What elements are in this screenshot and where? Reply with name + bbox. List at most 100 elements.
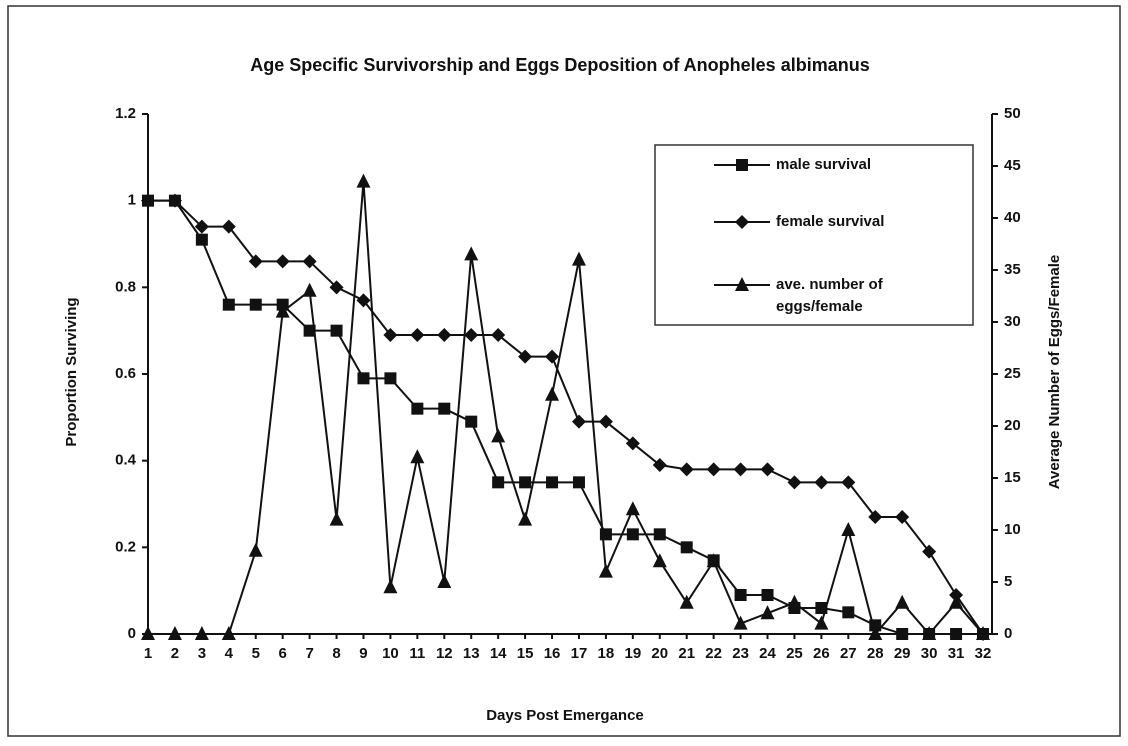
marker bbox=[760, 462, 775, 477]
x-tick-label: 31 bbox=[948, 645, 965, 662]
marker bbox=[706, 462, 721, 477]
y-tick-label: 0.8 bbox=[115, 278, 136, 295]
x-tick-label: 10 bbox=[382, 645, 399, 662]
y2-axis-title: Average Number of Eggs/Female bbox=[1046, 255, 1063, 490]
chart-title: Age Specific Survivorship and Eggs Depos… bbox=[250, 55, 869, 75]
x-tick-label: 12 bbox=[436, 645, 453, 662]
x-tick-label: 18 bbox=[598, 645, 615, 662]
x-tick-label: 6 bbox=[279, 645, 287, 662]
marker bbox=[194, 219, 209, 234]
legend-label-line: eggs/female bbox=[776, 298, 863, 315]
x-tick-label: 17 bbox=[571, 645, 588, 662]
x-tick-label: 28 bbox=[867, 645, 884, 662]
marker bbox=[735, 277, 749, 291]
x-axis-title: Days Post Emergance bbox=[486, 707, 644, 724]
x-tick-label: 5 bbox=[252, 645, 260, 662]
marker bbox=[572, 476, 585, 489]
marker bbox=[652, 553, 667, 568]
marker bbox=[922, 544, 937, 559]
y2-tick-label: 40 bbox=[1004, 209, 1021, 226]
x-tick-label: 24 bbox=[759, 645, 776, 662]
y-tick-label: 1 bbox=[128, 192, 136, 209]
marker bbox=[841, 522, 856, 536]
marker bbox=[437, 328, 452, 342]
marker bbox=[411, 402, 424, 415]
legend-label: male survival bbox=[776, 156, 871, 173]
x-tick-label: 19 bbox=[624, 645, 641, 662]
marker bbox=[383, 328, 398, 342]
marker bbox=[868, 626, 883, 640]
marker bbox=[895, 510, 910, 524]
x-tick-label: 32 bbox=[975, 645, 992, 662]
marker bbox=[329, 280, 344, 295]
marker bbox=[221, 219, 236, 234]
x-tick-label: 3 bbox=[198, 645, 206, 662]
y-tick-label: 0 bbox=[128, 625, 136, 642]
marker bbox=[841, 475, 856, 490]
marker bbox=[625, 501, 640, 516]
marker bbox=[302, 254, 317, 269]
marker bbox=[626, 528, 639, 541]
x-tick-label: 27 bbox=[840, 645, 857, 662]
marker bbox=[438, 402, 451, 415]
x-tick-label: 9 bbox=[359, 645, 367, 662]
frame bbox=[7, 5, 1121, 737]
marker bbox=[571, 251, 586, 266]
marker bbox=[383, 579, 398, 594]
y2-tick-label: 10 bbox=[1004, 521, 1021, 538]
marker bbox=[464, 328, 479, 342]
marker bbox=[491, 328, 506, 342]
x-tick-label: 16 bbox=[544, 645, 561, 662]
marker bbox=[330, 324, 343, 337]
marker bbox=[275, 303, 290, 318]
marker bbox=[518, 349, 533, 364]
x-tick-label: 25 bbox=[786, 645, 803, 662]
marker bbox=[167, 626, 182, 640]
marker bbox=[814, 615, 829, 630]
y-axis-title: Proportion Surviving bbox=[63, 297, 80, 446]
marker bbox=[653, 528, 666, 541]
y-tick-label: 0.6 bbox=[115, 365, 136, 382]
y2-tick-label: 5 bbox=[1004, 573, 1012, 590]
marker bbox=[194, 626, 209, 640]
marker bbox=[249, 298, 262, 311]
marker bbox=[736, 159, 748, 171]
marker bbox=[680, 541, 693, 554]
marker bbox=[384, 372, 397, 385]
marker bbox=[248, 542, 263, 557]
y2-tick-label: 0 bbox=[1004, 625, 1012, 642]
marker bbox=[465, 415, 478, 428]
marker bbox=[868, 510, 883, 524]
marker bbox=[302, 282, 317, 297]
marker bbox=[410, 449, 425, 464]
x-tick-label: 8 bbox=[332, 645, 340, 662]
marker bbox=[598, 414, 613, 429]
marker bbox=[760, 605, 775, 620]
x-tick-label: 11 bbox=[409, 645, 425, 662]
x-tick-label: 1 bbox=[144, 645, 152, 662]
marker bbox=[141, 626, 155, 640]
y2-tick-label: 30 bbox=[1004, 313, 1021, 330]
y-tick-label: 1.2 bbox=[115, 105, 136, 122]
series-line bbox=[148, 181, 984, 637]
legend-label-line: ave. number of bbox=[776, 276, 884, 293]
marker bbox=[329, 511, 344, 526]
marker bbox=[492, 476, 505, 489]
marker bbox=[303, 324, 316, 337]
marker bbox=[519, 476, 532, 489]
marker bbox=[734, 589, 747, 601]
marker bbox=[950, 628, 963, 640]
marker bbox=[733, 462, 748, 477]
marker bbox=[787, 594, 802, 609]
marker bbox=[410, 328, 425, 342]
x-tick-label: 7 bbox=[305, 645, 313, 662]
marker bbox=[222, 298, 235, 311]
marker bbox=[545, 349, 560, 364]
marker bbox=[976, 626, 990, 640]
legend-label: ave. number of eggs/female bbox=[776, 276, 884, 315]
y2-tick-label: 15 bbox=[1004, 469, 1021, 486]
x-tick-label: 13 bbox=[463, 645, 480, 662]
x-tick-label: 29 bbox=[894, 645, 911, 662]
y2-tick-label: 25 bbox=[1004, 365, 1021, 382]
